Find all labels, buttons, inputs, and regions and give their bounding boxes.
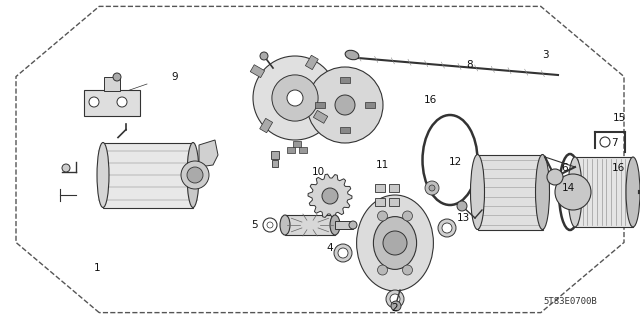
- Text: 15: 15: [612, 113, 626, 123]
- Circle shape: [322, 188, 338, 204]
- Bar: [375, 184, 385, 192]
- Bar: [389, 198, 399, 206]
- Ellipse shape: [373, 217, 417, 270]
- Text: 5: 5: [252, 220, 259, 230]
- Text: 13: 13: [456, 213, 470, 223]
- Circle shape: [383, 231, 407, 255]
- Ellipse shape: [568, 157, 582, 227]
- Text: 16: 16: [424, 95, 436, 105]
- Ellipse shape: [97, 143, 109, 207]
- Text: 8: 8: [467, 60, 474, 70]
- Circle shape: [457, 201, 467, 211]
- Bar: [260, 118, 273, 133]
- Circle shape: [425, 181, 439, 195]
- Circle shape: [287, 90, 303, 106]
- Circle shape: [113, 73, 121, 81]
- Circle shape: [335, 95, 355, 115]
- Ellipse shape: [280, 215, 290, 235]
- Circle shape: [272, 75, 318, 121]
- Ellipse shape: [334, 244, 352, 262]
- Circle shape: [403, 265, 413, 275]
- Text: 5T83E0700B: 5T83E0700B: [543, 298, 597, 307]
- Bar: [389, 184, 399, 192]
- Circle shape: [307, 67, 383, 143]
- Bar: [272, 160, 278, 167]
- Bar: [84, 90, 140, 116]
- Ellipse shape: [470, 154, 484, 229]
- Bar: [314, 110, 328, 123]
- Ellipse shape: [386, 290, 404, 308]
- Text: 7: 7: [611, 138, 618, 148]
- Ellipse shape: [349, 221, 357, 229]
- Bar: [103, 143, 193, 207]
- Circle shape: [429, 185, 435, 191]
- Ellipse shape: [626, 157, 640, 227]
- Bar: [271, 151, 279, 159]
- Polygon shape: [199, 140, 218, 167]
- Ellipse shape: [187, 143, 199, 207]
- Circle shape: [390, 294, 400, 304]
- Ellipse shape: [345, 50, 359, 60]
- Bar: [299, 147, 307, 153]
- Polygon shape: [308, 174, 352, 218]
- Bar: [365, 102, 374, 108]
- Circle shape: [181, 161, 209, 189]
- Text: 1: 1: [93, 263, 100, 273]
- Circle shape: [442, 223, 452, 233]
- Text: 3: 3: [541, 50, 548, 60]
- Text: 14: 14: [561, 183, 575, 193]
- Circle shape: [62, 164, 70, 172]
- Text: 10: 10: [312, 167, 324, 177]
- Circle shape: [547, 169, 563, 185]
- Circle shape: [378, 265, 388, 275]
- Ellipse shape: [356, 195, 433, 291]
- Text: 9: 9: [172, 72, 179, 82]
- Circle shape: [253, 56, 337, 140]
- Circle shape: [555, 174, 591, 210]
- Bar: [340, 127, 350, 133]
- Bar: [335, 221, 353, 229]
- Bar: [305, 55, 318, 70]
- Text: 12: 12: [449, 157, 461, 167]
- Circle shape: [378, 211, 388, 221]
- Circle shape: [391, 301, 401, 311]
- Circle shape: [403, 211, 413, 221]
- Circle shape: [89, 97, 99, 107]
- Bar: [375, 198, 385, 206]
- Bar: [477, 154, 543, 229]
- Text: 2: 2: [392, 303, 398, 313]
- Ellipse shape: [438, 219, 456, 237]
- Bar: [340, 77, 350, 83]
- Circle shape: [187, 167, 203, 183]
- Text: 6: 6: [562, 163, 568, 173]
- Ellipse shape: [330, 215, 340, 235]
- Bar: [285, 215, 335, 235]
- Bar: [293, 141, 301, 147]
- Circle shape: [260, 52, 268, 60]
- Bar: [287, 147, 295, 153]
- Bar: [104, 77, 120, 91]
- Bar: [316, 102, 325, 108]
- Bar: [250, 65, 264, 78]
- Text: 4: 4: [326, 243, 333, 253]
- Text: 11: 11: [376, 160, 388, 170]
- Text: 16: 16: [611, 163, 625, 173]
- Circle shape: [117, 97, 127, 107]
- Bar: [575, 157, 633, 227]
- Ellipse shape: [536, 154, 550, 229]
- Circle shape: [338, 248, 348, 258]
